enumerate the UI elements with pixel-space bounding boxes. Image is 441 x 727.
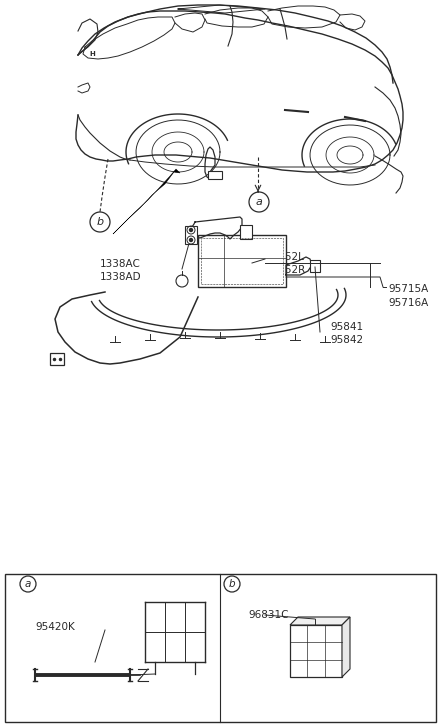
Circle shape <box>190 228 193 231</box>
Text: a: a <box>256 197 262 207</box>
Text: 95716A: 95716A <box>388 298 428 308</box>
Bar <box>310 260 320 272</box>
Text: 95715A: 95715A <box>388 284 428 294</box>
Text: b: b <box>97 217 104 227</box>
Text: 96831C: 96831C <box>248 610 288 620</box>
Polygon shape <box>290 617 350 625</box>
Circle shape <box>190 238 193 241</box>
Text: 1338AD: 1338AD <box>100 272 142 282</box>
Text: 95841: 95841 <box>330 322 363 332</box>
Polygon shape <box>342 617 350 677</box>
Text: a: a <box>25 579 31 589</box>
Bar <box>290 625 342 677</box>
Polygon shape <box>113 169 180 234</box>
Text: H: H <box>89 51 95 57</box>
Bar <box>185 226 197 244</box>
Text: 96552R: 96552R <box>265 265 305 275</box>
Text: 95420K: 95420K <box>35 622 75 632</box>
Bar <box>50 353 64 365</box>
Text: b: b <box>229 579 235 589</box>
Bar <box>208 171 222 179</box>
Bar <box>240 225 252 239</box>
Text: 96552L: 96552L <box>265 252 304 262</box>
Text: 1338AC: 1338AC <box>100 259 141 269</box>
Text: 95842: 95842 <box>330 335 363 345</box>
Polygon shape <box>192 217 242 239</box>
Bar <box>5 574 436 722</box>
Bar <box>201 238 283 284</box>
Bar <box>198 235 286 287</box>
